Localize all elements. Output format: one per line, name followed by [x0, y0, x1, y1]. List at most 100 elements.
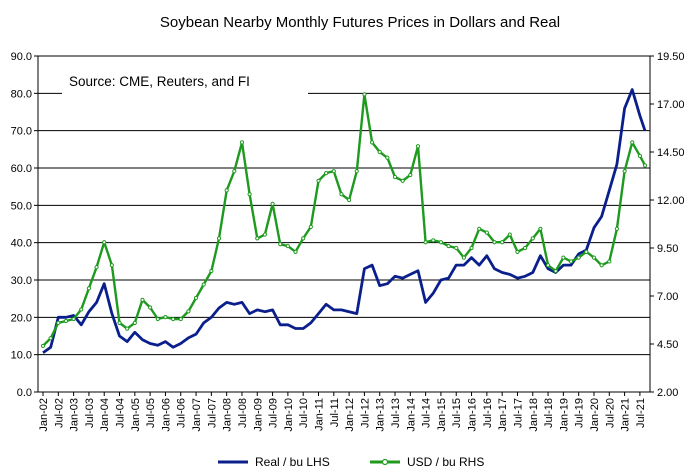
left-y-tick-label: 60.0	[11, 163, 32, 175]
series-point-usd	[79, 307, 84, 312]
series-point-usd	[232, 169, 237, 174]
series-point-usd	[584, 249, 589, 254]
right-y-tick-label: 4.50	[657, 339, 678, 351]
x-tick-label: Jul-10	[298, 398, 310, 428]
x-tick-label: Jan-12	[344, 398, 356, 432]
series-point-usd	[538, 226, 543, 231]
series-point-usd	[186, 309, 191, 314]
legend-swatch-usd-marker	[381, 458, 389, 466]
left-y-tick-label: 50.0	[11, 200, 32, 212]
x-tick-label: Jul-20	[604, 398, 616, 428]
series-point-usd	[201, 282, 206, 287]
series-point-usd	[94, 265, 99, 270]
x-tick-label: Jul-21	[635, 398, 647, 428]
series-point-usd	[102, 240, 107, 245]
series-point-usd	[163, 315, 168, 320]
x-axis: Jan-02 Jul-02 Jan-03 Jul-03 Jan-04 Jul-04 Jan-…	[38, 392, 647, 432]
series-line-usd	[42, 93, 647, 347]
series-point-usd	[515, 249, 520, 254]
x-tick-label: Jul-19	[574, 398, 586, 428]
series-point-usd	[278, 242, 283, 247]
legend-label-usd: USD / bu RHS	[407, 455, 484, 469]
source-annotation: Source: CME, Reuters, and FI	[69, 74, 250, 89]
left-y-tick-label: 30.0	[11, 275, 32, 287]
series-point-usd	[247, 192, 252, 197]
series-point-usd	[461, 255, 466, 260]
x-tick-label: Jul-14	[421, 398, 433, 428]
right-y-tick-label: 19.50	[657, 51, 685, 63]
x-tick-label: Jan-13	[375, 398, 387, 432]
series-point-usd	[170, 316, 176, 322]
series-point-usd	[331, 169, 336, 174]
series-point-usd	[408, 172, 413, 178]
series-point-usd	[224, 188, 229, 193]
x-tick-label: Jan-16	[467, 398, 479, 432]
series-point-usd	[255, 236, 260, 241]
series-point-usd	[400, 178, 405, 183]
x-tick-label: Jan-09	[252, 398, 264, 432]
left-y-tick-label: 90.0	[11, 51, 32, 63]
x-tick-label: Jan-17	[497, 398, 509, 432]
left-y-tick-label: 0.0	[17, 387, 32, 399]
series-point-usd	[446, 243, 451, 249]
series-point-usd	[140, 297, 145, 302]
series-point-usd	[591, 255, 597, 260]
series-point-usd	[545, 263, 551, 268]
series-point-usd	[637, 153, 642, 158]
right-y-tick-label: 14.50	[657, 147, 685, 159]
series-point-usd	[209, 268, 214, 274]
series-point-usd	[622, 169, 627, 174]
x-tick-label: Jan-10	[283, 398, 295, 432]
series-point-usd	[423, 240, 428, 245]
series-point-usd	[239, 140, 245, 145]
series-point-usd	[285, 243, 290, 249]
right-y-tick-label: 7.00	[657, 291, 678, 303]
x-tick-label: Jul-18	[543, 398, 555, 428]
series-point-usd	[492, 240, 497, 245]
series-point-usd	[316, 178, 321, 183]
x-tick-label: Jan-02	[38, 398, 50, 432]
series-point-usd	[553, 268, 558, 274]
series-point-usd	[40, 343, 46, 349]
series-point-usd	[614, 226, 620, 231]
x-tick-label: Jan-18	[528, 398, 540, 432]
series-point-usd	[270, 201, 275, 206]
left-y-axis: 0.0 10.0 20.0 30.0 40.0 50.0 60.0 70.0 80.0 90.0	[11, 51, 38, 399]
series-point-usd	[63, 318, 69, 324]
series-point-usd	[369, 140, 375, 145]
series-point-usd	[178, 316, 183, 322]
x-tick-label: Jan-15	[436, 398, 448, 432]
x-tick-label: Jan-11	[313, 398, 325, 431]
x-tick-label: Jan-03	[69, 398, 81, 432]
x-tick-label: Jul-09	[268, 398, 280, 428]
series-point-usd	[362, 92, 367, 97]
x-tick-label: Jul-15	[451, 398, 463, 428]
series-lines	[40, 88, 648, 354]
series-point-usd	[530, 236, 535, 241]
series-point-usd	[599, 263, 604, 268]
series-point-usd	[454, 245, 459, 251]
series-point-usd	[301, 236, 306, 241]
series-point-usd	[354, 169, 359, 174]
x-tick-label: Jan-04	[99, 398, 111, 432]
series-point-usd	[438, 240, 444, 245]
series-point-usd	[477, 226, 482, 231]
series-point-usd	[431, 238, 436, 243]
series-point-usd	[308, 224, 313, 229]
series-point-usd	[500, 240, 505, 245]
right-y-axis: 2.00 4.50 7.00 9.50 12.00 14.50 17.00 19.50	[650, 51, 685, 399]
series-point-usd	[347, 197, 352, 203]
x-tick-label: Jul-02	[53, 398, 65, 428]
series-point-usd	[117, 320, 122, 325]
right-y-tick-label: 2.00	[657, 387, 678, 399]
series-point-usd	[71, 316, 76, 322]
x-tick-label: Jan-05	[130, 398, 142, 432]
series-point-usd	[385, 155, 390, 160]
series-point-usd	[630, 140, 635, 145]
series-point-usd	[607, 259, 612, 264]
x-tick-label: Jan-06	[160, 398, 172, 432]
series-point-usd	[155, 316, 160, 322]
left-y-tick-label: 80.0	[11, 88, 32, 100]
series-point-usd	[132, 320, 137, 325]
